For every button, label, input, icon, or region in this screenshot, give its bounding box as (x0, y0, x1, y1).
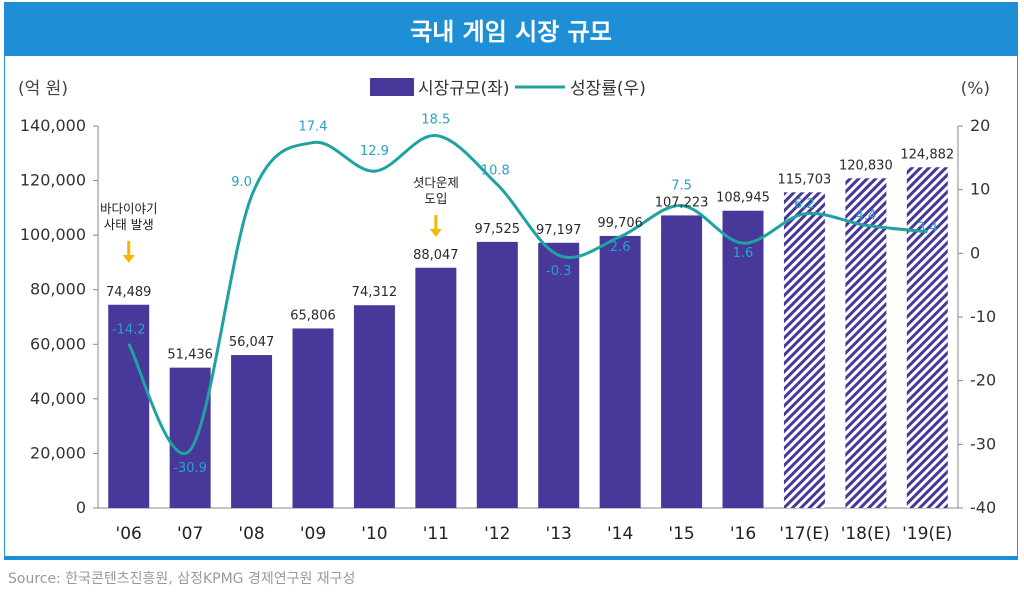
bar-value-label: 97,197 (536, 223, 582, 238)
bottom-rule (4, 556, 1018, 560)
bar-value-label: 51,436 (167, 348, 213, 363)
bar-value-label: 124,882 (900, 147, 954, 162)
legend-bar-label: 시장규모(좌) (418, 79, 509, 99)
left-tick-label: 140,000 (20, 116, 86, 135)
right-tick-label: -10 (970, 307, 996, 326)
bar-value-label: 120,830 (839, 158, 893, 173)
bar (538, 242, 580, 508)
bar (476, 241, 518, 509)
bar (292, 328, 334, 508)
bar (415, 267, 457, 508)
growth-value-label: 12.9 (360, 144, 389, 159)
bar-value-label: 88,047 (413, 248, 459, 263)
bar-value-label: 99,706 (597, 216, 643, 231)
chart-title: 국내 게임 시장 규모 (4, 2, 1018, 56)
bar (906, 167, 948, 508)
legend-line-label: 성장률(우) (570, 79, 646, 99)
growth-line (127, 134, 928, 455)
bar (722, 210, 764, 508)
bar-value-label: 56,047 (229, 335, 275, 350)
bar-value-label: 107,223 (655, 195, 709, 210)
bar (661, 215, 703, 508)
x-tick-label: '13 (546, 524, 572, 544)
x-tick-label: '11 (423, 524, 449, 544)
bar-value-label: 97,525 (475, 222, 521, 237)
growth-value-label: 1.6 (733, 246, 754, 261)
growth-value-label: 2.6 (610, 240, 631, 255)
bar (231, 355, 273, 508)
x-tick-label: '19(E) (902, 524, 952, 544)
bar-value-label: 115,703 (778, 172, 832, 187)
growth-value-label: -14.2 (112, 323, 146, 338)
x-tick-label: '07 (177, 524, 203, 544)
annotation-text: 사태 발생 (104, 217, 154, 232)
x-tick-label: '16 (730, 524, 756, 544)
legend-bar-swatch (370, 78, 414, 96)
bar-value-label: 108,945 (716, 191, 770, 206)
left-axis-unit: (억 원) (18, 79, 68, 99)
left-tick-label: 60,000 (30, 334, 86, 353)
right-tick-label: -30 (970, 434, 996, 453)
right-tick-label: -20 (970, 371, 996, 390)
x-tick-label: '15 (668, 524, 694, 544)
x-tick-label: '08 (238, 524, 264, 544)
bar-value-label: 65,806 (290, 308, 336, 323)
growth-value-label: 6.2 (794, 197, 815, 212)
growth-value-label: 3.4 (917, 221, 938, 236)
x-tick-label: '06 (116, 524, 142, 544)
bar (599, 235, 641, 508)
annotation-arrowhead (429, 229, 442, 237)
annotation-text: 셧다운제 (413, 175, 459, 190)
x-tick-label: '18(E) (841, 524, 891, 544)
bar (783, 192, 825, 509)
growth-value-label: 9.0 (231, 175, 252, 190)
annotation-text: 도입 (424, 191, 447, 206)
bar-value-label: 74,489 (106, 285, 152, 300)
x-tick-label: '09 (300, 524, 326, 544)
x-tick-label: '14 (607, 524, 633, 544)
left-tick-label: 100,000 (20, 225, 86, 244)
bar (845, 178, 887, 509)
growth-value-label: -0.3 (546, 264, 571, 279)
right-axis-unit: (%) (961, 79, 990, 99)
growth-value-label: 7.5 (671, 179, 692, 194)
x-tick-label: '17(E) (779, 524, 829, 544)
source-note: Source: 한국콘텐츠진흥원, 삼정KPMG 경제연구원 재구성 (8, 571, 356, 587)
right-tick-label: 0 (970, 243, 980, 262)
growth-value-label: 10.8 (481, 164, 510, 179)
left-tick-label: 120,000 (20, 171, 86, 190)
left-tick-label: 20,000 (30, 443, 86, 462)
bar-value-label: 74,312 (352, 285, 398, 300)
right-tick-label: -40 (970, 498, 996, 517)
x-tick-label: '10 (361, 524, 387, 544)
growth-value-label: -30.9 (173, 461, 207, 476)
left-tick-label: 80,000 (30, 280, 86, 299)
right-tick-label: 20 (970, 116, 990, 135)
right-tick-label: 10 (970, 180, 990, 199)
annotation-arrowhead (122, 255, 135, 263)
x-tick-label: '12 (484, 524, 510, 544)
growth-value-label: 18.5 (421, 113, 450, 128)
growth-value-label: 17.4 (299, 120, 328, 135)
left-tick-label: 40,000 (30, 389, 86, 408)
chart-svg: 0 20,000 40,000 60,000 80,000 100,000 120,000 1… (18, 78, 996, 544)
bar (353, 305, 395, 508)
growth-value-label: 4.4 (856, 208, 877, 223)
annotation-text: 바다이야기 (100, 201, 158, 216)
bar (108, 304, 150, 508)
left-tick-label: 0 (76, 498, 86, 517)
bar (169, 367, 211, 508)
